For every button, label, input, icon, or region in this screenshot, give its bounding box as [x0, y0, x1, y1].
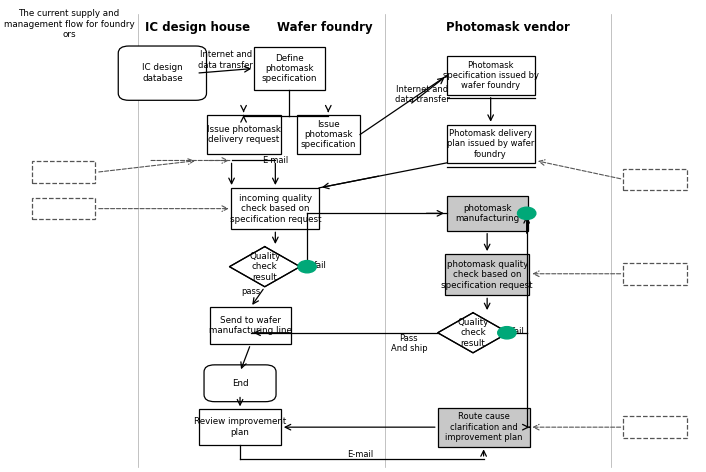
Bar: [623, 263, 687, 285]
Text: fail: fail: [313, 261, 326, 270]
Bar: [623, 416, 687, 438]
FancyBboxPatch shape: [118, 46, 206, 101]
Text: IC design
database: IC design database: [142, 63, 183, 83]
Text: photomask
manufacturing: photomask manufacturing: [455, 203, 520, 223]
Text: Send to wafer
manufacturing line: Send to wafer manufacturing line: [209, 316, 292, 336]
FancyBboxPatch shape: [204, 365, 276, 402]
Text: Issue
photomask
specification: Issue photomask specification: [301, 119, 356, 150]
Bar: [32, 161, 95, 183]
Text: Review improvement
plan: Review improvement plan: [194, 417, 286, 437]
Circle shape: [517, 207, 536, 219]
Text: Problem 4: Problem 4: [42, 204, 85, 213]
Text: End: End: [232, 379, 249, 388]
Text: Internet and
data transfer: Internet and data transfer: [395, 84, 450, 104]
Bar: [446, 56, 535, 95]
Bar: [446, 195, 527, 231]
Bar: [206, 115, 281, 154]
Text: fail: fail: [512, 327, 525, 336]
Bar: [210, 307, 292, 344]
Bar: [232, 188, 320, 229]
Text: E-mail: E-mail: [262, 156, 289, 165]
Text: IC design house: IC design house: [145, 21, 250, 34]
Bar: [32, 198, 95, 219]
Text: photomask quality
check based on
specification request: photomask quality check based on specifi…: [441, 260, 533, 290]
Text: incoming quality
check based on
specification request: incoming quality check based on specific…: [229, 194, 321, 224]
Text: Photomask vendor: Photomask vendor: [446, 21, 570, 34]
Text: Issue photomask
delivery request: Issue photomask delivery request: [207, 125, 280, 144]
Bar: [623, 169, 687, 190]
Text: Wafer foundry: Wafer foundry: [277, 21, 373, 34]
Text: Internet and
data transfer: Internet and data transfer: [198, 50, 253, 70]
Bar: [438, 408, 530, 447]
Bar: [445, 254, 530, 295]
Text: Pass
And ship: Pass And ship: [390, 334, 427, 354]
Text: Problem 3: Problem 3: [42, 168, 85, 177]
Text: Photomask delivery
plan issued by wafer
foundry: Photomask delivery plan issued by wafer …: [447, 129, 534, 159]
Text: pass: pass: [241, 287, 261, 296]
Text: Photomask
specification issued by
wafer foundry: Photomask specification issued by wafer …: [443, 60, 539, 91]
Text: Quality
check
result: Quality check result: [249, 252, 280, 282]
Bar: [200, 409, 281, 445]
Circle shape: [498, 327, 516, 339]
Polygon shape: [229, 246, 300, 287]
Text: Problem 5: Problem 5: [633, 422, 677, 432]
Text: Route cause
clarification and
improvement plan: Route cause clarification and improvemen…: [445, 412, 522, 442]
Polygon shape: [438, 313, 508, 353]
Bar: [254, 47, 325, 90]
Text: Quality
check
result: Quality check result: [457, 318, 489, 348]
Text: Define
photomask
specification: Define photomask specification: [262, 53, 317, 84]
Text: Problem 2: Problem 2: [633, 269, 677, 278]
Bar: [297, 115, 360, 154]
Circle shape: [298, 261, 316, 273]
Text: Problem 1: Problem 1: [633, 175, 677, 184]
Bar: [446, 125, 535, 163]
Text: The current supply and
management flow for foundry
ors: The current supply and management flow f…: [4, 9, 134, 39]
Text: E-mail: E-mail: [347, 449, 373, 459]
